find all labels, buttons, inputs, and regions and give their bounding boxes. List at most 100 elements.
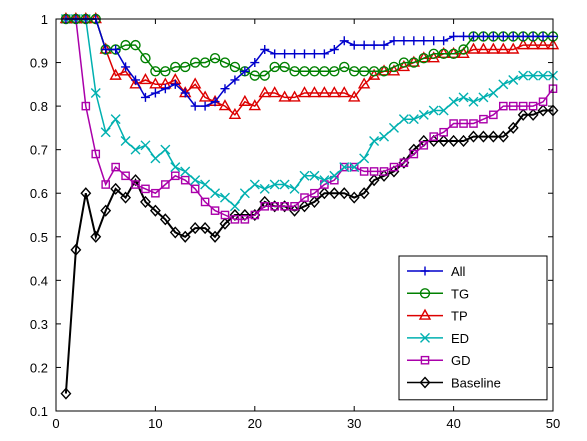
plus-marker <box>160 84 170 94</box>
triangle-marker <box>258 86 271 98</box>
cross-marker <box>418 109 429 120</box>
y-tick-label: 0.2 <box>30 360 48 375</box>
cross-marker <box>438 105 449 116</box>
circle-marker <box>408 57 420 68</box>
plus-marker <box>290 49 300 59</box>
cross-marker <box>488 88 499 99</box>
diamond-marker <box>419 376 431 389</box>
circle-marker <box>419 288 431 299</box>
diamond-marker <box>110 182 122 195</box>
diamond-marker <box>458 134 469 148</box>
y-tick-label: 1 <box>41 12 48 27</box>
cross-marker <box>359 153 370 164</box>
cross-marker <box>90 88 101 99</box>
circle-marker <box>289 66 300 77</box>
triangle-marker <box>487 42 500 54</box>
cross-marker <box>229 201 240 212</box>
y-tick-label: 0.7 <box>30 143 48 158</box>
triangle-marker <box>198 90 212 102</box>
circle-marker <box>120 39 131 51</box>
square-marker <box>141 184 150 194</box>
triangle-marker <box>308 86 321 98</box>
plus-marker <box>180 88 190 98</box>
legend-label: All <box>451 264 466 279</box>
triangle-marker <box>318 86 331 98</box>
square-marker <box>91 149 101 159</box>
plus-marker <box>240 66 250 76</box>
plus-marker <box>498 31 508 41</box>
circle-marker <box>388 61 400 73</box>
plus-marker <box>111 44 121 54</box>
diamond-marker <box>537 104 549 117</box>
square-marker <box>379 167 389 176</box>
diamond-marker <box>468 130 479 143</box>
plus-marker <box>399 36 409 46</box>
plus-marker <box>121 62 131 72</box>
plus-marker <box>309 49 319 59</box>
cross-marker <box>200 179 211 190</box>
plus-marker <box>250 58 260 68</box>
diamond-marker <box>100 204 112 217</box>
circle-marker <box>368 66 380 77</box>
circle-marker <box>339 61 350 73</box>
plus-marker <box>200 101 210 111</box>
cross-marker <box>269 179 280 190</box>
cross-marker <box>369 135 380 146</box>
triangle-marker <box>288 90 301 102</box>
circle-marker <box>170 61 181 73</box>
diamond-marker <box>328 187 340 200</box>
square-marker <box>151 188 160 198</box>
square-marker <box>270 201 279 211</box>
diamond-marker <box>209 230 221 243</box>
plus-marker <box>210 97 220 107</box>
diamond-marker <box>60 387 72 400</box>
diamond-marker <box>70 243 82 256</box>
diamond-marker <box>477 130 489 143</box>
y-tick-label: 0.9 <box>30 56 48 71</box>
triangle-marker <box>418 308 432 320</box>
plus-marker <box>538 31 548 41</box>
square-marker <box>439 127 448 137</box>
cross-marker <box>428 105 439 116</box>
circle-marker <box>448 48 459 60</box>
cross-marker <box>279 179 290 190</box>
circle-marker <box>319 66 330 77</box>
triangle-marker <box>238 94 252 106</box>
square-marker <box>528 101 538 111</box>
plus-marker <box>300 49 309 59</box>
y-tick-label: 0.5 <box>30 230 48 245</box>
x-tick-label: 0 <box>52 416 59 431</box>
square-marker <box>111 162 120 172</box>
square-marker <box>220 210 230 220</box>
y-tick-label: 0.3 <box>30 317 48 332</box>
cross-marker <box>478 92 489 103</box>
series-line-tp <box>65 18 553 116</box>
series-gd <box>61 14 558 224</box>
triangle-marker <box>338 86 351 98</box>
plus-marker <box>349 40 359 50</box>
square-marker <box>190 184 200 194</box>
plus-marker <box>190 101 200 111</box>
plus-marker <box>319 49 329 59</box>
diamond-marker <box>120 191 132 204</box>
cross-marker <box>420 332 430 343</box>
diamond-marker <box>438 134 450 148</box>
square-marker <box>240 215 250 224</box>
cross-marker <box>349 162 360 173</box>
square-marker <box>429 132 439 141</box>
legend-label: Baseline <box>451 376 501 391</box>
triangle-marker <box>357 77 371 89</box>
circle-marker <box>378 66 390 77</box>
plus-marker <box>528 31 538 41</box>
circle-marker <box>269 61 280 73</box>
diamond-marker <box>448 134 460 148</box>
plus-marker <box>488 31 498 41</box>
cross-marker <box>160 144 171 155</box>
circle-marker <box>329 66 340 77</box>
diamond-marker <box>338 187 350 200</box>
diamond-marker <box>90 230 102 243</box>
legend-label: TP <box>451 309 468 324</box>
triangle-marker <box>228 107 242 120</box>
plot-frame <box>55 18 554 412</box>
x-tick-label: 10 <box>148 416 162 431</box>
